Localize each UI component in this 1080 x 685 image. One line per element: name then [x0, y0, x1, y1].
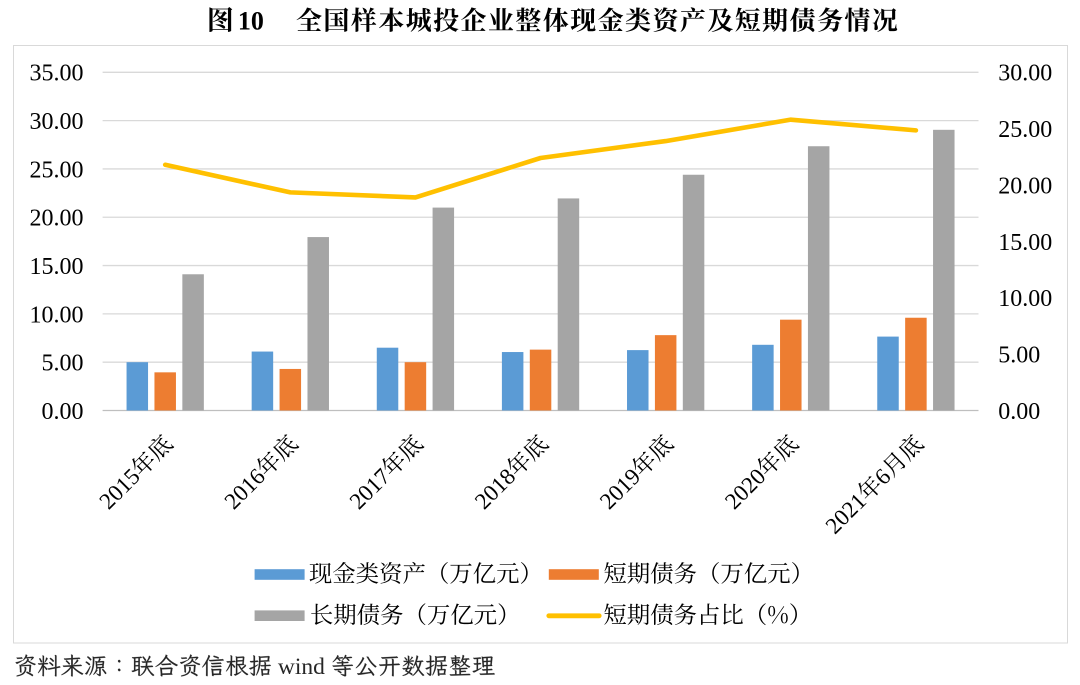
svg-text:wind: wind — [278, 654, 325, 680]
svg-text:20.00: 20.00 — [30, 206, 84, 232]
svg-text:10.00: 10.00 — [30, 302, 84, 328]
svg-text:25.00: 25.00 — [30, 157, 84, 183]
svg-text:30.00: 30.00 — [998, 61, 1052, 87]
svg-text:0.00: 0.00 — [998, 399, 1040, 425]
svg-text:5.00: 5.00 — [42, 351, 84, 377]
svg-text:0.00: 0.00 — [42, 399, 84, 425]
svg-text:25.00: 25.00 — [998, 117, 1052, 143]
svg-text:35.00: 35.00 — [30, 61, 84, 87]
svg-text:20.00: 20.00 — [998, 174, 1052, 200]
svg-text:15.00: 15.00 — [998, 230, 1052, 256]
svg-text:5.00: 5.00 — [998, 343, 1040, 369]
svg-text:30.00: 30.00 — [30, 109, 84, 135]
svg-text:10: 10 — [238, 7, 264, 36]
svg-text:10.00: 10.00 — [998, 286, 1052, 312]
svg-text:15.00: 15.00 — [30, 254, 84, 280]
